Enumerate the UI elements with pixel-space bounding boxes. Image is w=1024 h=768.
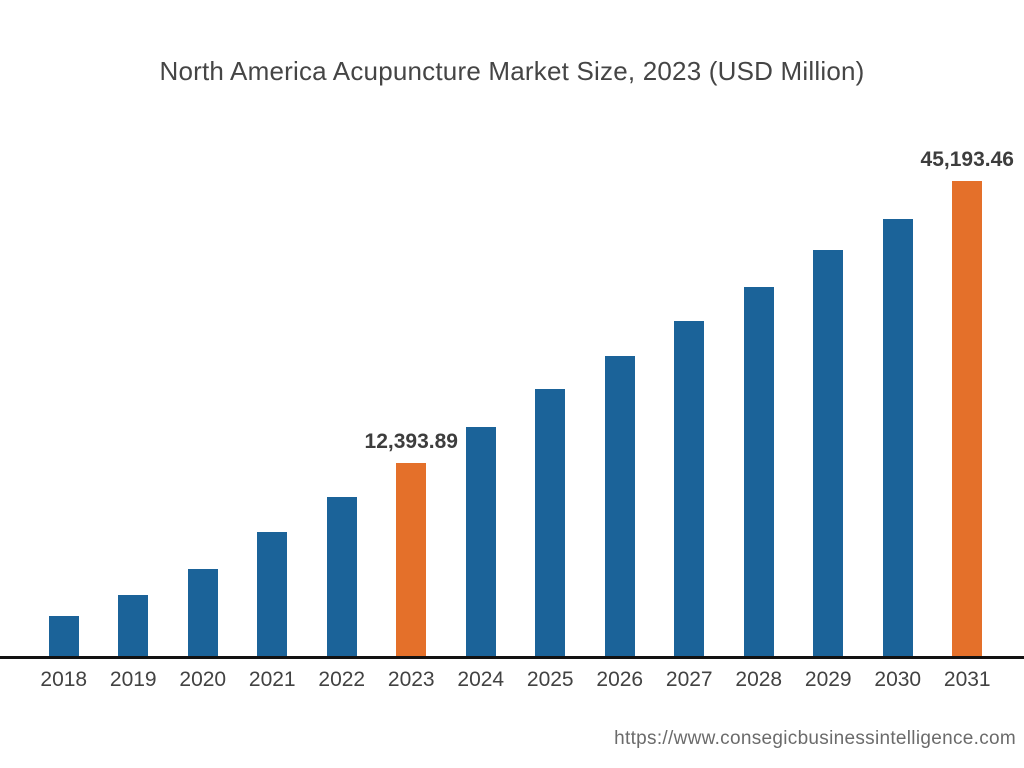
x-axis-tick-label: 2025 [526, 668, 574, 691]
x-axis-tick-label: 2031 [943, 668, 991, 691]
bar-cell [516, 140, 586, 656]
x-axis-tick-label: 2026 [596, 668, 644, 691]
bar-2022 [326, 497, 357, 656]
source-url: https://www.consegicbusinessintelligence… [614, 728, 1016, 749]
bar-cell [585, 140, 655, 656]
x-axis-labels: 2018 2019 2020 2021 2022 2023 2024 2025 2026 2027… [29, 668, 1002, 692]
x-axis-tick-label: 2027 [665, 668, 713, 691]
bar-2023 [396, 463, 427, 656]
x-axis-tick-label: 2021 [248, 668, 296, 691]
x-axis-tick-label: 2029 [804, 668, 852, 691]
bar-cell [238, 140, 308, 656]
bar-cell [29, 140, 99, 656]
x-axis-tick-label: 2030 [874, 668, 922, 691]
bar-cell [307, 140, 377, 656]
bar-cell [794, 140, 864, 656]
bar-value-label: 12,393.89 [364, 430, 458, 453]
x-axis-tick-label: 2020 [179, 668, 227, 691]
bar-cell: 12,393.89 [365, 140, 458, 656]
bar-2021 [257, 532, 288, 656]
bar-2030 [882, 219, 913, 656]
x-axis-line [0, 656, 1024, 659]
bar-2029 [813, 250, 844, 656]
bar-cell [724, 140, 794, 656]
bar-cell [446, 140, 516, 656]
chart-title: North America Acupuncture Market Size, 2… [159, 56, 865, 86]
x-axis-tick-label: 2019 [109, 668, 157, 691]
plot-area: 12,393.89 45,193.46 [29, 140, 1014, 656]
bar-cell: 45,193.46 [921, 140, 1014, 656]
bar-cell [655, 140, 725, 656]
bar-cell [99, 140, 169, 656]
x-axis-tick-label: 2023 [387, 668, 435, 691]
x-axis-tick-label: 2018 [40, 668, 88, 691]
bar-2027 [674, 321, 705, 656]
bar-value-label: 45,193.46 [920, 148, 1014, 171]
bar-2026 [604, 356, 635, 656]
bar-cell [863, 140, 933, 656]
x-axis-tick-label: 2028 [735, 668, 783, 691]
bar-2019 [118, 595, 149, 656]
bar-2018 [48, 616, 79, 656]
bar-2031 [952, 181, 983, 656]
bar-2020 [187, 569, 218, 656]
bar-2025 [535, 389, 566, 656]
x-axis-tick-label: 2022 [318, 668, 366, 691]
bar-2028 [743, 287, 774, 656]
bar-2024 [465, 427, 496, 656]
bar-cell [168, 140, 238, 656]
x-axis-tick-label: 2024 [457, 668, 505, 691]
